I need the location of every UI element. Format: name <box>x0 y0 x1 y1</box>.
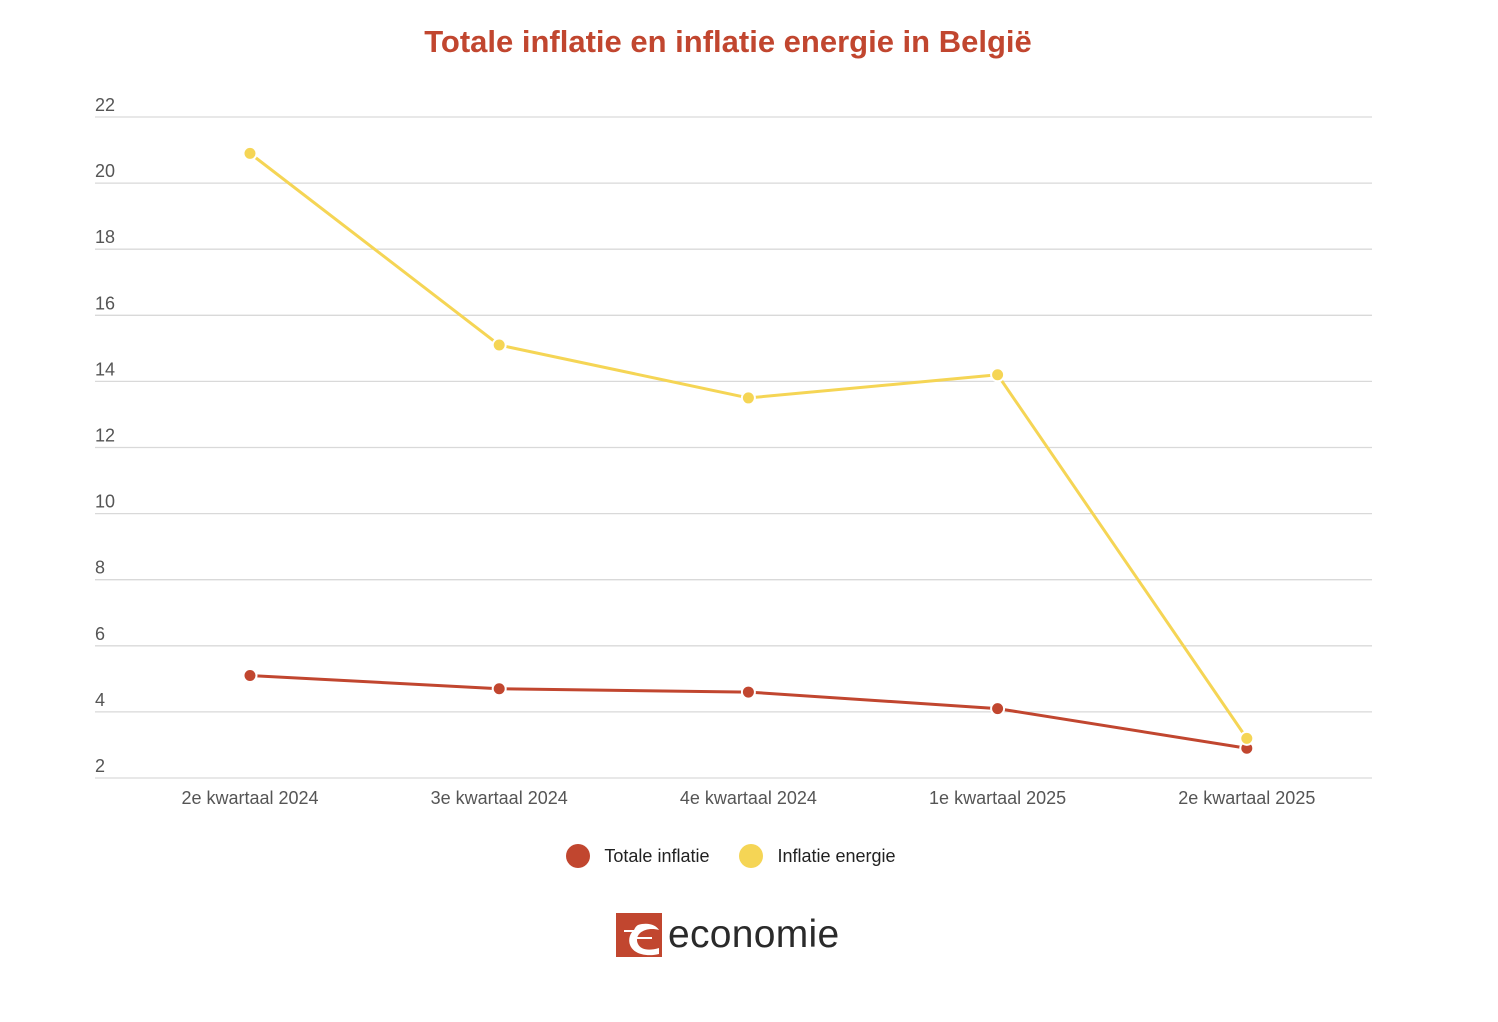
x-tick-label: 4e kwartaal 2024 <box>680 788 817 808</box>
y-tick-label: 16 <box>95 293 115 313</box>
data-point-totale-inflatie[interactable] <box>242 668 258 684</box>
y-tick-label: 10 <box>95 492 115 512</box>
legend-marker-totale-inflatie <box>566 844 591 868</box>
x-tick-label: 2e kwartaal 2024 <box>181 788 318 808</box>
x-tick-label: 2e kwartaal 2025 <box>1178 788 1315 808</box>
series-lines <box>249 152 1249 750</box>
data-point-inflatie-energie[interactable] <box>990 367 1006 383</box>
economie-logo-icon <box>616 913 662 957</box>
chart-title: Totale inflatie en inflatie energie in B… <box>424 24 1032 59</box>
y-tick-label: 14 <box>95 359 115 379</box>
legend-item-inflatie-energie[interactable]: Inflatie energie <box>739 844 896 868</box>
legend: Totale inflatie Inflatie energie <box>0 844 1462 868</box>
y-tick-label: 22 <box>95 95 115 115</box>
gridlines <box>95 116 1372 779</box>
x-tick-label: 1e kwartaal 2025 <box>929 788 1066 808</box>
x-axis-ticks: 2e kwartaal 2024 3e kwartaal 2024 4e kwart… <box>181 788 1315 808</box>
data-point-inflatie-energie[interactable] <box>1239 730 1255 746</box>
series-line-inflatie-energie <box>249 152 1249 740</box>
data-point-inflatie-energie[interactable] <box>491 337 507 353</box>
series-points <box>242 145 1255 756</box>
legend-label-totale-inflatie: Totale inflatie <box>604 845 710 866</box>
data-point-inflatie-energie[interactable] <box>242 145 258 161</box>
data-point-totale-inflatie[interactable] <box>990 701 1006 717</box>
data-point-totale-inflatie[interactable] <box>740 684 756 700</box>
y-tick-label: 6 <box>95 624 105 644</box>
y-tick-label: 4 <box>95 690 105 710</box>
y-tick-label: 8 <box>95 558 105 578</box>
legend-marker-inflatie-energie <box>739 844 764 868</box>
x-tick-label: 3e kwartaal 2024 <box>431 788 568 808</box>
legend-item-totale-inflatie[interactable]: Totale inflatie <box>566 844 709 868</box>
y-tick-label: 12 <box>95 426 115 446</box>
legend-label-inflatie-energie: Inflatie energie <box>777 845 896 866</box>
economie-logo: economie <box>616 912 840 958</box>
data-point-totale-inflatie[interactable] <box>491 681 507 697</box>
y-axis-ticks: 2 4 6 8 10 12 14 16 18 20 22 <box>95 95 115 776</box>
logo-text: economie <box>668 913 840 956</box>
data-point-inflatie-energie[interactable] <box>740 390 756 406</box>
y-tick-label: 2 <box>95 756 105 776</box>
y-tick-label: 20 <box>95 161 115 181</box>
y-tick-label: 18 <box>95 227 115 247</box>
